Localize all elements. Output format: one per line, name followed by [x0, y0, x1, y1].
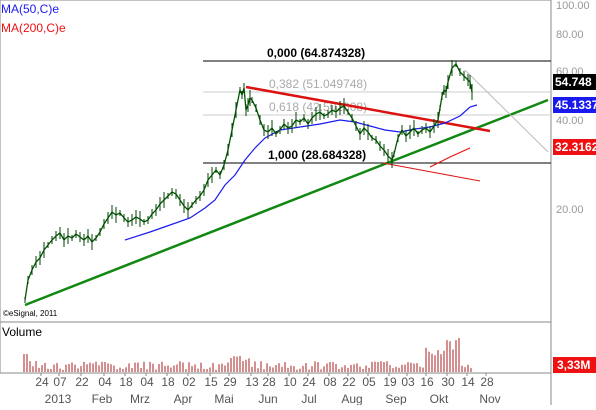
x-tick-label: 10	[283, 375, 297, 389]
price-candles	[24, 60, 473, 303]
x-month-label: Jun	[258, 392, 277, 405]
y-tick-label: 100.00	[556, 0, 590, 12]
price-tag-ma200: 32.3162	[555, 140, 596, 154]
fibonacci-levels: 0,000 (64.874328) 0,382 (51.049748) 0,61…	[203, 46, 551, 164]
x-tick-label: 24	[35, 375, 49, 389]
price-line	[24, 62, 473, 301]
price-tag-ma50-bg	[553, 97, 596, 113]
x-tick-label: 07	[53, 375, 67, 389]
x-tick-label: 13	[245, 375, 259, 389]
volume-tag-bg	[553, 357, 596, 373]
ma200-line	[429, 147, 471, 168]
y-tick-label: 80.00	[556, 29, 584, 41]
legend-ma200: MA(200,C)e	[1, 21, 66, 35]
x-month-label: Mai	[214, 392, 233, 405]
x-tick-label: 05	[362, 375, 376, 389]
trend-lines	[24, 69, 549, 307]
x-tick-label: 29	[223, 375, 237, 389]
x-month-label: Okt	[430, 392, 449, 405]
projection-line	[464, 69, 549, 153]
price-tag-last: 54.748	[555, 75, 592, 89]
watermark: ©eSignal, 2011	[3, 309, 58, 318]
downtrend-line	[245, 85, 491, 133]
x-month-label: Apr	[174, 392, 193, 405]
volume-title: Volume	[2, 325, 42, 339]
x-tick-label: 22	[75, 375, 89, 389]
x-tick-label: 19	[383, 375, 397, 389]
x-tick-label: 22	[342, 375, 356, 389]
x-tick-label: 03	[401, 375, 415, 389]
channel-line	[382, 162, 481, 182]
x-month-label: Nov	[479, 392, 500, 405]
volume-bars	[23, 337, 472, 372]
uptrend-line	[24, 98, 549, 307]
x-tick-label: 04	[98, 375, 112, 389]
x-month-label: Feb	[92, 392, 113, 405]
x-tick-label: 16	[420, 375, 434, 389]
price-tag-ma200-bg	[553, 139, 596, 155]
x-tick-label: 14	[461, 375, 475, 389]
y-tick-label: 20.00	[556, 204, 584, 216]
x-month-label: 2013	[45, 392, 72, 405]
x-tick-label: 18	[119, 375, 133, 389]
x-tick-label: 08	[323, 375, 337, 389]
x-tick-label: 28	[480, 375, 494, 389]
y-tick-label: 40.00	[556, 115, 584, 127]
x-month-label: Sep	[385, 392, 407, 405]
fib-label-1000: 1,000 (28.684328)	[268, 148, 366, 162]
x-month-label: Aug	[341, 392, 362, 405]
x-month-label: Mrz	[130, 392, 150, 405]
fib-label-382: 0,382 (51.049748)	[269, 77, 367, 91]
x-tick-label: 15	[204, 375, 218, 389]
x-month-label: Jul	[301, 392, 316, 405]
fib-label-0: 0,000 (64.874328)	[267, 46, 365, 60]
x-tick-label: 28	[262, 375, 276, 389]
price-panel	[0, 0, 552, 323]
x-tick-label: 02	[182, 375, 196, 389]
price-tag-last-bg	[553, 74, 596, 90]
x-tick-label: 18	[161, 375, 175, 389]
legend-ma50: MA(50,C)e	[1, 2, 59, 16]
x-tick-label: 24	[302, 375, 316, 389]
x-tick-label: 30	[441, 375, 455, 389]
price-tag-ma50: 45.1337	[555, 98, 596, 112]
x-axis-months: 2013 Feb Mrz Apr Mai Jun Jul Aug Sep Okt Nov	[45, 392, 501, 406]
x-axis: 24 07 22 04 18 04 18 02 15 29 13 28 10 24 08 22 05 19 03 16…	[35, 373, 494, 389]
volume-tag: 3,33M	[557, 358, 590, 372]
x-tick-label: 04	[140, 375, 154, 389]
